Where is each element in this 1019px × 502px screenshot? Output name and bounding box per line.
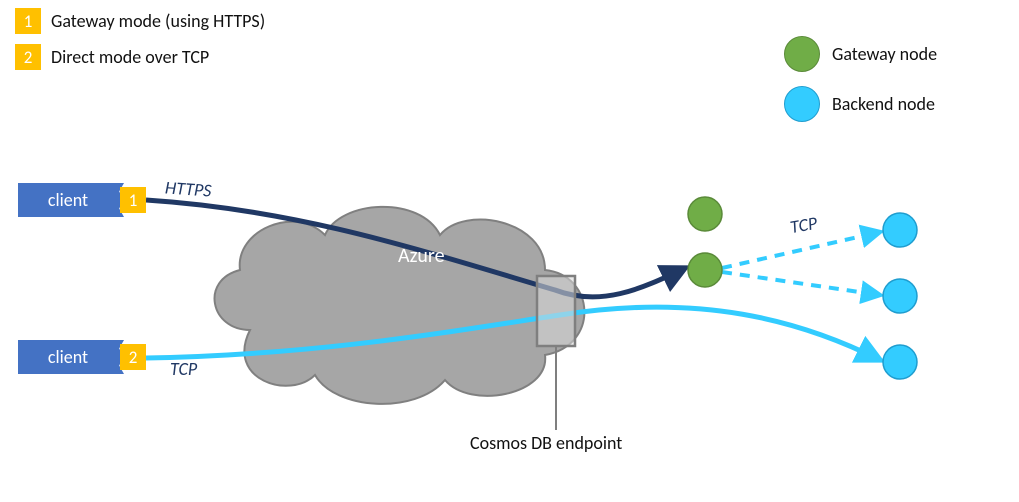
backend-node-3: [883, 345, 917, 379]
client-box-2: client: [18, 340, 118, 374]
backend-node-1: [883, 213, 917, 247]
azure-cloud-icon: [215, 207, 585, 404]
gateway-node-1: [688, 197, 722, 231]
https-label: HTTPS: [164, 176, 212, 201]
client-2-badge-icon: 2: [120, 344, 146, 370]
client-1-label: client: [48, 189, 88, 211]
tcp-right-label: TCP: [788, 212, 819, 238]
client-1-badge-num: 1: [129, 190, 138, 211]
client-2-badge-num: 2: [129, 347, 138, 368]
endpoint-label: Cosmos DB endpoint: [470, 432, 622, 454]
tcp-dash-line-2: [722, 272, 880, 295]
gateway-node-2: [688, 253, 722, 287]
diagram-canvas: [0, 0, 1019, 502]
backend-node-2: [883, 279, 917, 313]
tcp-left-label: TCP: [170, 358, 197, 380]
azure-label: Azure: [398, 244, 445, 268]
client-1-badge-icon: 1: [120, 187, 146, 213]
client-2-label: client: [48, 346, 88, 368]
tcp-dash-line-1: [722, 232, 880, 268]
client-box-1: client: [18, 183, 118, 217]
endpoint-rect: [537, 276, 575, 346]
